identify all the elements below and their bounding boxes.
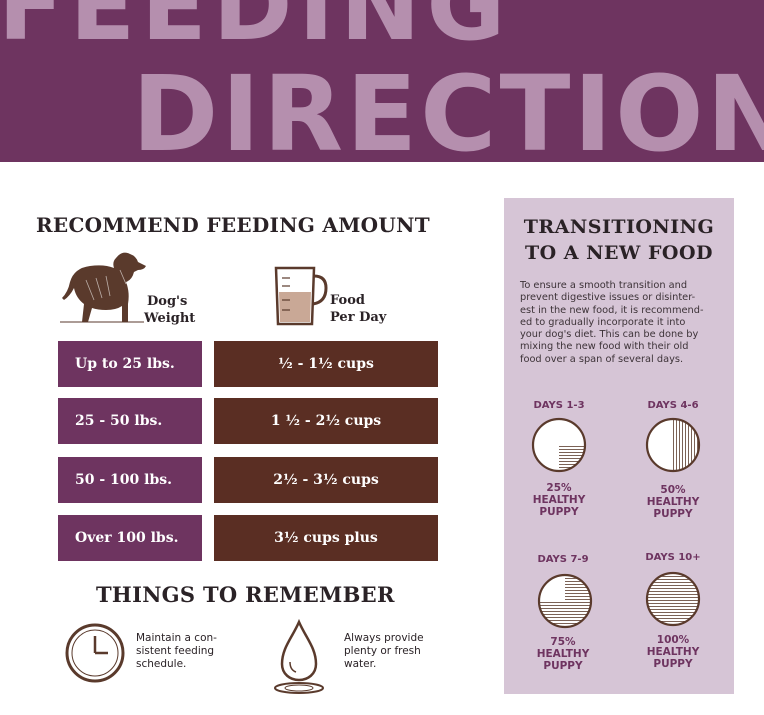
- tip-line: schedule.: [136, 658, 187, 670]
- progress-pie-icon: [531, 417, 587, 473]
- pie-outline: [645, 571, 701, 627]
- tip-fresh-water: Always provide plenty or fresh water.: [344, 632, 424, 671]
- clock-icon: [65, 623, 125, 683]
- stage-caption: 25% HEALTHY PUPPY: [514, 482, 604, 518]
- header-title-line1: FEEDING: [0, 0, 512, 62]
- stage-percent: 25%: [546, 482, 572, 494]
- pie-fill: [559, 445, 585, 471]
- weight-cell: Over 100 lbs.: [58, 515, 202, 561]
- progress-pie-icon: [537, 573, 593, 629]
- amount-cell: 2½ - 3½ cups: [214, 457, 438, 503]
- stage-caption: 100% HEALTHY PUPPY: [628, 634, 718, 670]
- header-banner: FEEDING DIRECTIONS: [0, 0, 764, 162]
- stage-label-line2: PUPPY: [653, 658, 693, 670]
- weight-cell: Up to 25 lbs.: [58, 341, 202, 387]
- description-line: your dog's diet. This can be done by: [520, 329, 699, 341]
- progress-pie-icon: [645, 417, 701, 473]
- stage-caption: 75% HEALTHY PUPPY: [518, 636, 608, 672]
- stage-days-label: DAYS 7-9: [537, 554, 589, 565]
- stage-days-label: DAYS 4-6: [647, 400, 699, 411]
- stage-percent: 50%: [660, 484, 686, 496]
- dog-weight-label-line2: Weight: [144, 311, 196, 326]
- measuring-cup-icon: [274, 266, 328, 326]
- tip-line: sistent feeding: [136, 645, 215, 657]
- description-line: To ensure a smooth transition and: [520, 280, 688, 291]
- tip-line: Maintain a con-: [136, 632, 217, 644]
- amount-cell: 3½ cups plus: [214, 515, 438, 561]
- tip-line: plenty or fresh: [344, 645, 421, 657]
- water-drop-icon: [274, 618, 324, 694]
- pie-outline: [645, 417, 701, 473]
- description-line: prevent digestive issues or disinter-: [520, 292, 696, 304]
- pie-outline: [531, 417, 587, 473]
- stage-label-line1: HEALTHY: [646, 496, 700, 508]
- description-line: mixing the new food with their old: [520, 341, 689, 353]
- stage-percent: 100%: [656, 634, 690, 646]
- stage-label-line1: HEALTHY: [532, 494, 586, 506]
- dog-weight-label-line1: Dog's: [147, 294, 188, 309]
- transition-description: To ensure a smooth transition and preven…: [520, 280, 724, 366]
- transition-title-line2: TO A NEW FOOD: [524, 242, 714, 264]
- pie-fill: [539, 575, 591, 627]
- transition-title: TRANSITIONING TO A NEW FOOD: [504, 214, 734, 266]
- stage-caption: 50% HEALTHY PUPPY: [628, 484, 718, 520]
- dog-weight-label: Dog's Weight: [144, 293, 195, 327]
- stage-label-line2: PUPPY: [543, 660, 583, 672]
- food-per-day-label-line2: Per Day: [330, 310, 387, 325]
- description-line: ed to gradually incorporate it into: [520, 316, 686, 328]
- tip-feeding-schedule: Maintain a con- sistent feeding schedule…: [136, 632, 217, 671]
- weight-cell: 25 - 50 lbs.: [58, 398, 202, 444]
- amount-cell: ½ - 1½ cups: [214, 341, 438, 387]
- stage-days-label: DAYS 10+: [645, 552, 701, 563]
- dog-icon: [60, 252, 146, 323]
- stage-label-line1: HEALTHY: [536, 648, 590, 660]
- header-title-line2: DIRECTIONS: [132, 53, 764, 162]
- description-line: est in the new food, it is recommend-: [520, 304, 704, 316]
- pie-fill: [673, 419, 699, 471]
- stage-label-line2: PUPPY: [539, 506, 579, 518]
- weight-cell: 50 - 100 lbs.: [58, 457, 202, 503]
- amount-cell: 1 ½ - 2½ cups: [214, 398, 438, 444]
- description-line: food over a span of several days.: [520, 353, 684, 365]
- feeding-amount-title: RECOMMEND FEEDING AMOUNT: [36, 213, 430, 237]
- tip-line: water.: [344, 658, 377, 670]
- transition-title-line1: TRANSITIONING: [523, 216, 715, 238]
- food-per-day-label: Food Per Day: [330, 292, 386, 326]
- stage-label-line1: HEALTHY: [646, 646, 700, 658]
- stage-days-label: DAYS 1-3: [533, 400, 585, 411]
- pie-outline: [537, 573, 593, 629]
- pie-fill: [647, 573, 699, 625]
- transition-panel: TRANSITIONING TO A NEW FOOD To ensure a …: [504, 198, 734, 694]
- tip-line: Always provide: [344, 632, 424, 644]
- food-per-day-label-line1: Food: [330, 293, 365, 308]
- progress-pie-icon: [645, 571, 701, 627]
- stage-percent: 75%: [550, 636, 576, 648]
- stage-label-line2: PUPPY: [653, 508, 693, 520]
- things-to-remember-title: THINGS TO REMEMBER: [96, 582, 395, 607]
